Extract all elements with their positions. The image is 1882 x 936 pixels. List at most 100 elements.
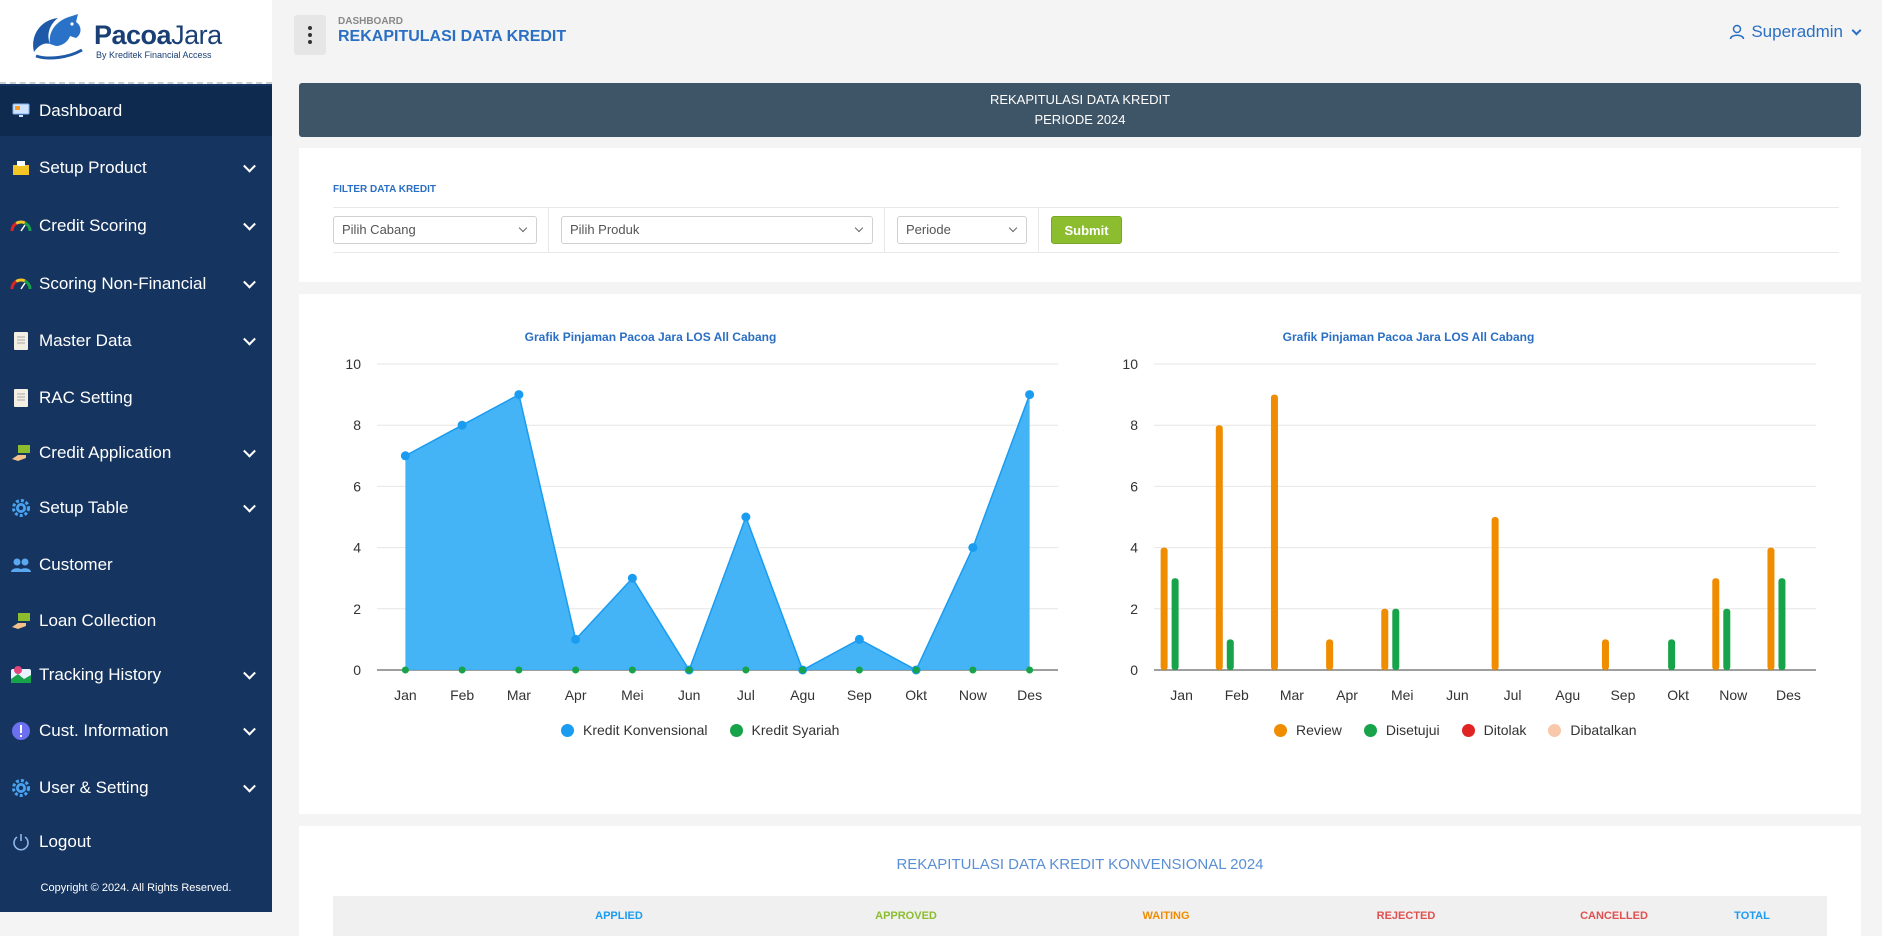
sidebar-item-setup-table[interactable]: Setup Table	[0, 483, 272, 533]
sidebar-item-label: Credit Application	[39, 443, 172, 462]
chevron-down-icon	[243, 779, 256, 793]
sidebar-item-rac-setting[interactable]: RAC Setting	[0, 373, 272, 423]
x-tick-label: Des	[1017, 687, 1042, 703]
point-kredit-syariah	[742, 666, 750, 674]
sidebar-item-scoring-non-financial[interactable]: Scoring Non-Financial	[0, 259, 272, 309]
page-title: REKAPITULASI DATA KREDIT	[338, 28, 567, 45]
sidebar-item-tracking-history[interactable]: Tracking History	[0, 650, 272, 700]
sidebar-item-user-setting[interactable]: User & Setting	[0, 763, 272, 813]
chevron-down-icon	[243, 217, 256, 231]
x-tick-label: Mar	[507, 687, 531, 703]
money-hand-icon	[10, 610, 32, 632]
bar-disetujui	[1668, 639, 1676, 670]
sidebar-item-dashboard[interactable]: Dashboard	[0, 86, 272, 136]
chevron-down-icon	[243, 722, 256, 736]
bar-review	[1215, 425, 1223, 670]
y-tick-label: 8	[353, 417, 361, 433]
point-kredit-syariah	[685, 666, 693, 674]
chevron-down-icon	[243, 444, 256, 458]
bar-chart-title: Grafik Pinjaman Pacoa Jara LOS All Caban…	[1282, 330, 1535, 344]
sidebar-item-cust-information[interactable]: Cust. Information	[0, 706, 272, 756]
legend-item[interactable]: Ditolak	[1461, 722, 1526, 738]
y-tick-label: 10	[1122, 356, 1138, 372]
banner-period: PERIODE 2024	[1034, 112, 1126, 127]
document-icon	[10, 330, 32, 352]
sidebar-item-label: Loan Collection	[39, 611, 157, 630]
money-hand-icon	[10, 442, 32, 464]
top-header: DASHBOARD REKAPITULASI DATA KREDIT Super…	[272, 0, 1882, 70]
sidebar-item-label: Setup Product	[39, 158, 147, 177]
map-pin-icon	[10, 664, 32, 686]
sidebar-item-credit-scoring[interactable]: Credit Scoring	[0, 201, 272, 251]
col-total[interactable]: TOTAL	[1734, 910, 1770, 922]
chevron-down-icon	[1851, 25, 1862, 35]
branch-select[interactable]: Pilih Cabang	[333, 216, 537, 244]
y-tick-label: 2	[353, 601, 361, 617]
filter-row: Pilih Cabang Pilih Produk	[333, 207, 1839, 253]
sidebar-item-loan-collection[interactable]: Loan Collection	[0, 596, 272, 646]
user-name: Superadmin	[1751, 22, 1843, 41]
point-kredit-syariah	[969, 666, 977, 674]
col-waiting[interactable]: WAITING	[1142, 910, 1190, 922]
sidebar-item-master-data[interactable]: Master Data	[0, 316, 272, 366]
x-tick-label: Apr	[565, 687, 587, 703]
power-icon	[10, 831, 32, 853]
line-chart-legend: Kredit Konvensional Kredit Syariah	[561, 722, 861, 738]
sidebar-item-setup-product[interactable]: Setup Product	[0, 143, 272, 193]
sidebar-item-logout[interactable]: Logout	[0, 817, 272, 867]
sidebar-item-customer[interactable]: Customer	[0, 540, 272, 590]
legend-swatch	[729, 723, 743, 737]
period-select[interactable]: Periode	[897, 216, 1027, 244]
col-applied[interactable]: APPLIED	[595, 910, 643, 922]
more-menu-button[interactable]	[294, 15, 326, 55]
brand-logo[interactable]: PacoaJara By Kreditek Financial Access	[0, 0, 272, 84]
point-kredit-konvensional	[968, 543, 978, 553]
point-kredit-syariah	[515, 666, 523, 674]
legend-swatch	[1363, 723, 1377, 737]
col-approved[interactable]: APPROVED	[875, 910, 937, 922]
sidebar-item-label: Tracking History	[39, 665, 162, 684]
bar-disetujui	[1392, 608, 1400, 670]
bar-review	[1601, 639, 1609, 670]
legend-label: Kredit Konvensional	[583, 722, 708, 738]
point-kredit-syariah	[799, 666, 807, 674]
legend-item[interactable]: Kredit Konvensional	[561, 722, 708, 738]
sidebar-item-label: Credit Scoring	[39, 216, 147, 235]
sidebar-item-credit-application[interactable]: Credit Application	[0, 428, 272, 478]
legend-item[interactable]: Kredit Syariah	[729, 722, 839, 738]
chevron-down-icon	[243, 666, 256, 680]
loan-area-chart: 0 2 4 6 8 10 Jan Feb Mar Apr Mei Jun Jul Agu Sep Okt Now…	[345, 356, 1058, 703]
sidebar-item-label: RAC Setting	[39, 388, 133, 407]
bar-disetujui	[1171, 578, 1179, 670]
legend-item[interactable]: Disetujui	[1363, 722, 1440, 738]
point-kredit-konvensional	[741, 512, 751, 522]
submit-button[interactable]: Submit	[1051, 216, 1122, 244]
chevron-down-icon	[243, 159, 256, 173]
legend-item[interactable]: Dibatalkan	[1548, 722, 1637, 738]
legend-label: Dibatalkan	[1570, 722, 1637, 738]
sidebar-item-label: Logout	[39, 832, 91, 851]
product-select[interactable]: Pilih Produk	[561, 216, 873, 244]
divider	[548, 208, 549, 252]
banner-title: REKAPITULASI DATA KREDIT	[989, 92, 1171, 107]
point-kredit-syariah	[912, 666, 920, 674]
y-tick-label: 6	[1130, 478, 1138, 494]
area-kredit-konvensional	[405, 394, 1030, 670]
x-tick-label: Okt	[1667, 687, 1689, 703]
bar-chart-legend: Review Disetujui Ditolak Dibatalkan	[1274, 722, 1659, 738]
user-menu[interactable]: Superadmin	[1729, 22, 1862, 42]
chevron-down-icon	[243, 499, 256, 513]
bar-review	[1767, 547, 1775, 670]
line-kredit-konvensional	[405, 393, 1031, 672]
legend-item[interactable]: Review	[1274, 722, 1342, 738]
col-cancelled[interactable]: CANCELLED	[1580, 910, 1648, 922]
period-banner: REKAPITULASI DATA KREDIT PERIODE 2024	[299, 83, 1861, 137]
x-tick-label: Agu	[790, 687, 815, 703]
x-tick-label: Sep	[1610, 687, 1635, 703]
col-rejected[interactable]: REJECTED	[1376, 910, 1436, 922]
y-tick-label: 0	[1130, 662, 1138, 678]
legend-label: Disetujui	[1385, 722, 1440, 738]
bar-review	[1491, 517, 1499, 670]
brand-tagline: By Kreditek Financial Access	[96, 50, 212, 60]
point-kredit-konvensional	[457, 420, 467, 430]
